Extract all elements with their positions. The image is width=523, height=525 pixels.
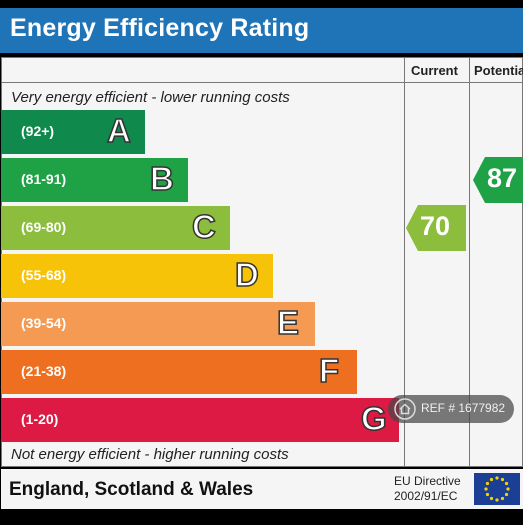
band-f-range: (21-38) — [21, 363, 67, 379]
potential-rating-arrow-shape — [473, 157, 523, 203]
band-f-letter: F — [318, 351, 340, 390]
band-e-letter: E — [276, 303, 300, 342]
potential-rating-arrow: 87 — [473, 157, 523, 203]
band-g-letter: G — [360, 399, 387, 438]
band-g-range: (1-20) — [21, 411, 59, 427]
band-f: (21-38) F — [1, 350, 357, 394]
band-g: (1-20) G — [1, 398, 399, 442]
home-icon — [394, 398, 416, 420]
eu-flag-icon — [474, 473, 520, 505]
band-d-range: (55-68) — [21, 267, 67, 283]
current-rating-arrow-shape — [406, 205, 466, 251]
band-a-range: (92+) — [21, 123, 55, 139]
band-d: (55-68) D — [1, 254, 273, 298]
chart-title: Energy Efficiency Rating — [10, 14, 310, 42]
band-d-letter: D — [234, 255, 259, 294]
current-rating-value: 70 — [420, 211, 451, 241]
top-note: Very energy efficient - lower running co… — [11, 89, 290, 106]
chart-footer: England, Scotland & Wales EU Directive 2… — [1, 469, 523, 509]
chart-header: Energy Efficiency Rating — [0, 8, 523, 53]
current-column-header: Current — [411, 63, 458, 78]
current-rating-arrow: 70 — [406, 205, 466, 251]
potential-column-divider — [469, 57, 470, 467]
band-e: (39-54) E — [1, 302, 315, 346]
footer-region: England, Scotland & Wales — [9, 479, 254, 500]
potential-rating-value: 87 — [487, 163, 518, 193]
band-b-letter: B — [149, 159, 174, 198]
band-c-range: (69-80) — [21, 219, 67, 235]
band-b-range: (81-91) — [21, 171, 67, 187]
band-e-range: (39-54) — [21, 315, 67, 331]
reference-watermark: REF # 1677982 — [388, 395, 514, 423]
band-a-letter: A — [106, 111, 131, 150]
bottom-note: Not energy efficient - higher running co… — [11, 446, 289, 463]
band-a: (92+) A — [1, 110, 145, 154]
header-row-divider — [1, 82, 523, 83]
potential-column-header: Potentia — [474, 63, 523, 78]
eu-directive-line-1: EU Directive — [394, 474, 461, 488]
current-column-divider — [404, 57, 405, 467]
eu-directive: EU Directive 2002/91/EC — [394, 474, 461, 504]
band-b: (81-91) B — [1, 158, 188, 202]
band-c-letter: C — [191, 207, 216, 246]
band-c: (69-80) C — [1, 206, 230, 250]
reference-text: REF # 1677982 — [421, 401, 506, 415]
eu-directive-line-2: 2002/91/EC — [394, 489, 458, 503]
